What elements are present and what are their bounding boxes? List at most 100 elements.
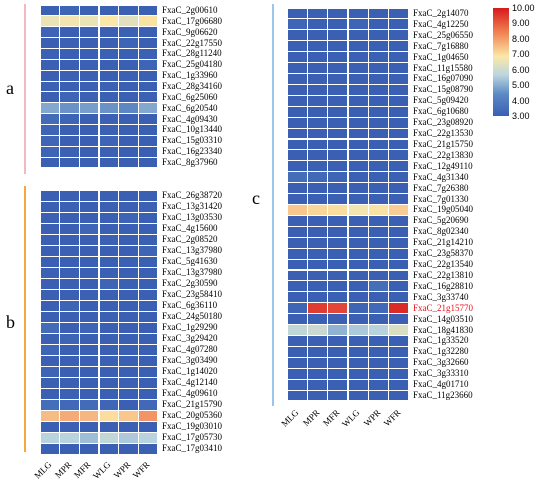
- legend-tick-label: 3.00: [512, 111, 530, 121]
- heatmap-cell: [79, 5, 99, 16]
- heatmap-cell: [368, 74, 389, 84]
- heatmap-cell: [138, 81, 158, 92]
- heatmap-cell: [119, 289, 138, 300]
- heatmap-cell: [79, 300, 99, 311]
- heatmap-cell: [138, 300, 158, 311]
- gene-label: FxaC_19g05040: [413, 204, 474, 215]
- heatmap-cell: [79, 311, 99, 322]
- heatmap-cell: [40, 322, 60, 333]
- heatmap-cell: [368, 226, 389, 237]
- heatmap-cell: [138, 234, 158, 245]
- heatmap-cell: [348, 390, 368, 401]
- heatmap-cell: [389, 270, 409, 281]
- heatmap-cell: [348, 52, 368, 63]
- heatmap-cell: [79, 212, 99, 223]
- heatmap-cell: [307, 52, 328, 63]
- heatmap-cell: [368, 303, 389, 314]
- heatmap-cell: [99, 245, 119, 256]
- heatmap-cell: [348, 215, 368, 226]
- heatmap-cell: [389, 259, 409, 270]
- heatmap-cell: [79, 432, 99, 443]
- heatmap-cell: [60, 377, 79, 388]
- gene-label: FxaC_11g15580: [413, 62, 473, 73]
- heatmap-cell: [348, 128, 368, 139]
- heatmap-cell: [119, 70, 138, 81]
- heatmap-cell: [119, 234, 138, 245]
- heatmap-cell: [79, 278, 99, 289]
- heatmap-cell: [348, 172, 368, 183]
- gene-label: FxaC_5g20690: [413, 215, 469, 226]
- heatmap-cell: [389, 303, 409, 314]
- heatmap-cell: [138, 48, 158, 59]
- gene-label: FxaC_1g33520: [413, 335, 469, 346]
- gene-label: FxaC_15g08790: [413, 84, 474, 95]
- heatmap-cell: [119, 388, 138, 399]
- heatmap-cell: [60, 278, 79, 289]
- heatmap-cell: [287, 52, 307, 63]
- heatmap-cell: [60, 311, 79, 322]
- heatmap-cell: [389, 117, 409, 128]
- gene-label: FxaC_17g05730: [162, 432, 223, 442]
- heatmap-cell: [138, 355, 158, 366]
- heatmap-cell: [99, 399, 119, 410]
- heatmap-cell: [348, 226, 368, 237]
- heatmap-cell: [119, 81, 138, 92]
- heatmap-cell: [389, 172, 409, 183]
- heatmap-cell: [99, 38, 119, 48]
- heatmap-cell: [138, 432, 158, 443]
- gene-label: FxaC_13g03530: [162, 212, 223, 222]
- heatmap-cell: [99, 81, 119, 92]
- heatmap-cell: [119, 27, 138, 38]
- heatmap-cell: [99, 212, 119, 223]
- heatmap-cell: [287, 368, 307, 379]
- heatmap-cell: [138, 59, 158, 70]
- heatmap-cell: [40, 377, 60, 388]
- gene-label: FxaC_24g50180: [162, 311, 223, 321]
- heatmap-cell: [307, 281, 328, 292]
- heatmap-cell: [119, 103, 138, 114]
- heatmap-cell: [60, 300, 79, 311]
- gene-label: FxaC_6g25060: [162, 91, 218, 102]
- heatmap-cell: [138, 333, 158, 344]
- heatmap-cell: [79, 267, 99, 278]
- heatmap-cell: [307, 150, 328, 161]
- heatmap-cell: [307, 325, 328, 335]
- heatmap-cell: [328, 19, 348, 30]
- gene-label: FxaC_4g09430: [162, 113, 218, 124]
- heatmap-cell: [328, 30, 348, 41]
- heatmap-cell: [368, 281, 389, 292]
- heatmap-cell: [119, 344, 138, 355]
- heatmap-cell: [328, 303, 348, 314]
- heatmap-cell: [138, 212, 158, 223]
- heatmap-a: [40, 5, 158, 168]
- heatmap-cell: [307, 41, 328, 52]
- heatmap-cell: [60, 27, 79, 38]
- heatmap-cell: [60, 48, 79, 59]
- heatmap-cell: [60, 432, 79, 443]
- heatmap-cell: [389, 368, 409, 379]
- heatmap-cell: [307, 314, 328, 325]
- heatmap-cell: [368, 30, 389, 41]
- heatmap-cell: [119, 201, 138, 212]
- heatmap-cell: [40, 146, 60, 157]
- heatmap-cell: [40, 16, 60, 27]
- heatmap-cell: [328, 106, 348, 117]
- heatmap-cell: [79, 366, 99, 377]
- heatmap-cell: [287, 150, 307, 161]
- heatmap-cell: [138, 410, 158, 421]
- heatmap-cell: [119, 135, 138, 146]
- heatmap-cell: [138, 5, 158, 16]
- legend-tick-label: 5.00: [512, 80, 530, 91]
- heatmap-cell: [138, 267, 158, 278]
- heatmap-cell: [328, 183, 348, 194]
- heatmap-cell: [138, 92, 158, 103]
- gene-label: FxaC_6g36110: [162, 300, 218, 310]
- heatmap-cell: [60, 322, 79, 333]
- heatmap-cell: [40, 344, 60, 355]
- heatmap-cell: [119, 421, 138, 432]
- heatmap-cell: [60, 201, 79, 212]
- heatmap-cell: [368, 205, 389, 215]
- heatmap-cell: [138, 38, 158, 48]
- heatmap-cell: [119, 245, 138, 256]
- gene-label: FxaC_22g13810: [413, 269, 474, 280]
